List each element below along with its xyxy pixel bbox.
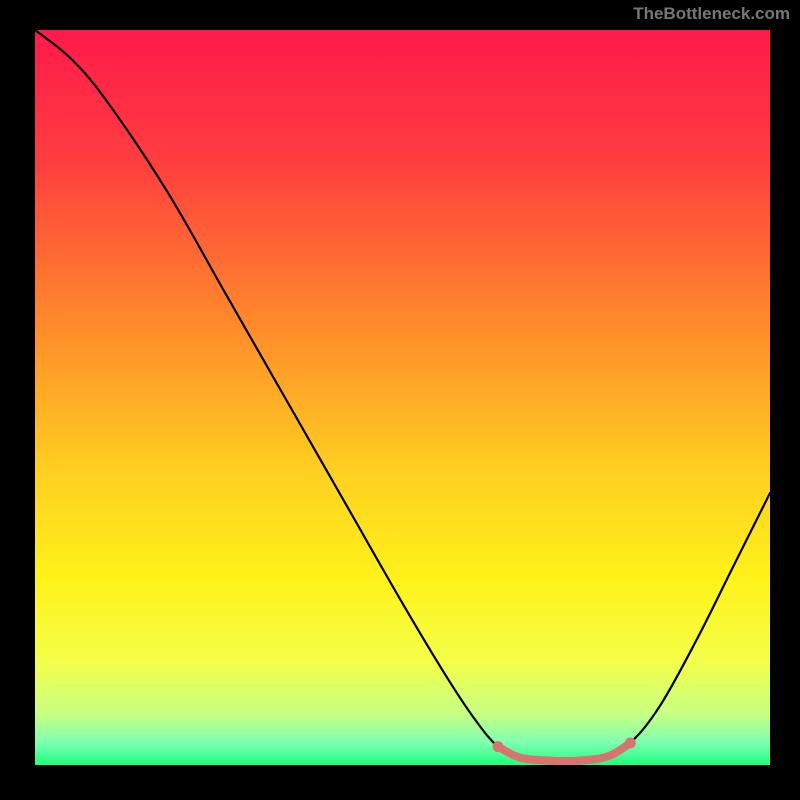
bottleneck-chart: [0, 0, 800, 800]
optimal-range-start-marker: [493, 741, 504, 752]
attribution-text: TheBottleneck.com: [633, 4, 790, 24]
chart-svg: [0, 0, 800, 800]
optimal-range-end-marker: [625, 737, 636, 748]
plot-background: [35, 30, 770, 765]
chart-container: TheBottleneck.com: [0, 0, 800, 800]
